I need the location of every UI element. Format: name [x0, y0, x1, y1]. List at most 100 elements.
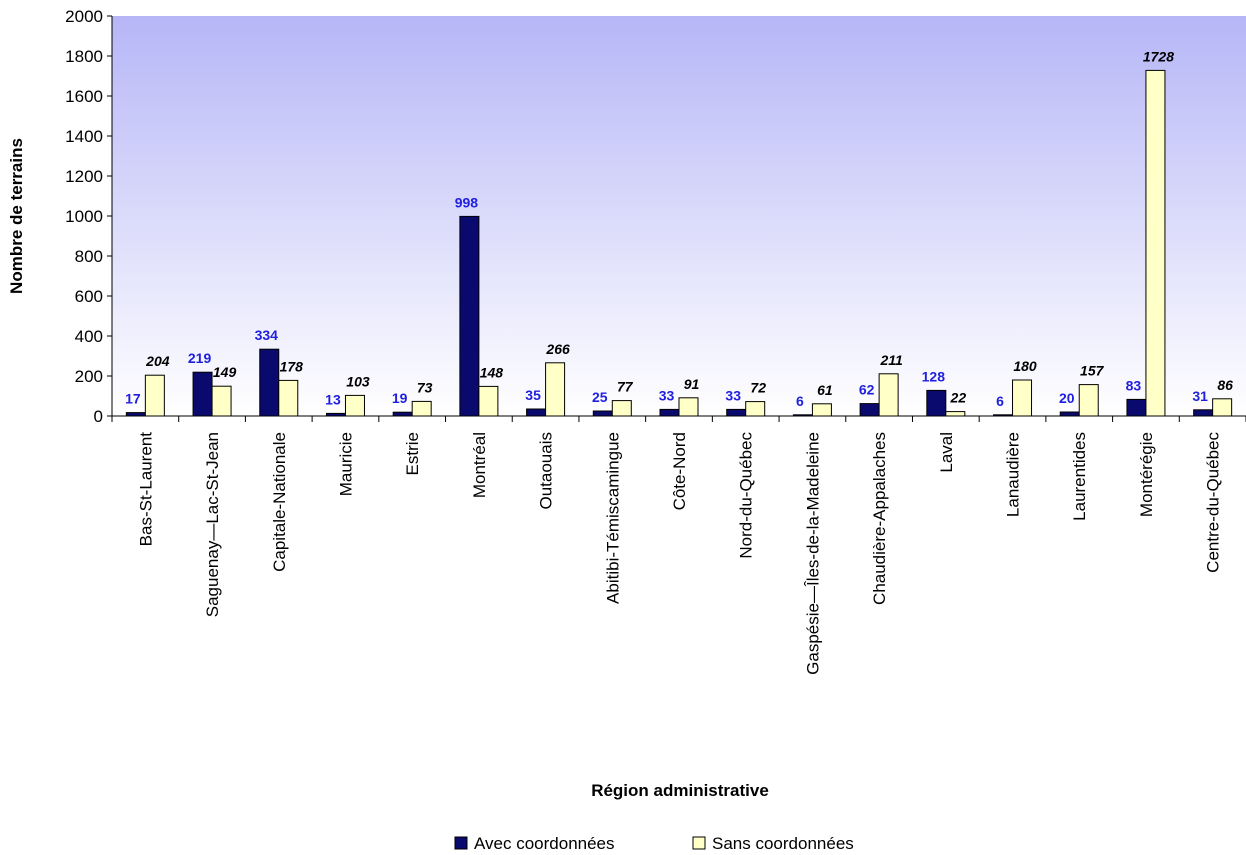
bar-avec [659, 408, 680, 417]
y-tick-label: 1800 [65, 47, 103, 66]
category-label: Bas-St-Laurent [136, 432, 155, 547]
category-label: Centre-du-Québec [1204, 432, 1223, 573]
value-label-sans: 86 [1217, 377, 1233, 393]
category-label: Abitibi-Témiscamingue [603, 432, 622, 604]
bar-avec [592, 410, 613, 417]
legend-label-sans: Sans coordonnées [712, 834, 854, 853]
bar-sans [1212, 398, 1233, 417]
value-label-avec: 128 [922, 368, 946, 384]
y-tick-label: 200 [75, 367, 103, 386]
value-label-sans: 103 [346, 373, 370, 389]
value-label-sans: 1728 [1143, 48, 1174, 64]
bar-sans [678, 397, 699, 417]
category-label: Nord-du-Québec [737, 432, 756, 559]
bar-sans [545, 362, 566, 417]
value-label-sans: 157 [1080, 363, 1105, 379]
bar-sans [1078, 384, 1099, 417]
bar-sans [611, 400, 632, 417]
value-label-avec: 20 [1059, 390, 1075, 406]
value-label-avec: 13 [325, 391, 341, 407]
bar-avec [726, 408, 747, 417]
bar-avec [259, 348, 280, 417]
bar-sans [411, 400, 432, 417]
value-label-avec: 19 [392, 390, 408, 406]
value-label-sans: 61 [817, 382, 833, 398]
value-label-avec: 33 [725, 387, 741, 403]
value-label-avec: 25 [592, 389, 608, 405]
category-label: Capitale-Nationale [270, 432, 289, 572]
value-label-avec: 219 [188, 350, 212, 366]
category-label: Chaudière-Appalaches [870, 432, 889, 605]
category-label: Gaspésie—Îles-de-la-Madeleine [803, 432, 822, 675]
value-label-sans: 149 [213, 364, 237, 380]
bar-avec [459, 215, 480, 417]
value-label-sans: 266 [545, 341, 570, 357]
bar-avec [1193, 409, 1214, 417]
y-tick-label: 400 [75, 327, 103, 346]
bar-avec [192, 371, 213, 417]
bar-sans [811, 403, 832, 417]
category-label: Estrie [403, 432, 422, 475]
value-label-sans: 211 [879, 352, 903, 368]
legend: Avec coordonnées Sans coordonnées [454, 834, 854, 853]
y-tick-label: 600 [75, 287, 103, 306]
value-label-avec: 6 [796, 393, 804, 409]
bar-sans [878, 373, 899, 417]
legend-swatch-avec [454, 836, 468, 850]
category-label: Outaouais [537, 432, 556, 510]
category-label: Lanaudière [1004, 432, 1023, 517]
value-label-sans: 22 [950, 390, 967, 406]
category-label: Saguenay—Lac-St-Jean [203, 432, 222, 617]
category-label: Laval [937, 432, 956, 473]
value-label-avec: 31 [1192, 388, 1208, 404]
value-label-avec: 6 [996, 393, 1004, 409]
bars [125, 69, 1233, 417]
value-label-sans: 204 [145, 353, 170, 369]
value-label-sans: 91 [684, 376, 700, 392]
y-axis-ticks: 0 200 400 600 800 1000 1200 1400 1600 1800 2000 [65, 7, 112, 426]
bar-sans [1012, 379, 1033, 417]
value-label-avec: 83 [1126, 377, 1142, 393]
bar-sans [278, 379, 299, 417]
bar-sans [1145, 69, 1166, 417]
value-label-avec: 17 [125, 391, 141, 407]
bar-avec [526, 408, 547, 417]
category-label: Côte-Nord [670, 432, 689, 510]
category-label: Montréal [470, 432, 489, 498]
value-label-avec: 62 [859, 382, 875, 398]
bar-avec [926, 389, 947, 417]
x-axis-ticks [111, 416, 1246, 422]
bar-sans [211, 385, 232, 417]
bar-avec [1059, 411, 1080, 417]
bar-sans [478, 385, 499, 417]
bar-avec [859, 403, 880, 417]
value-label-sans: 180 [1013, 358, 1037, 374]
value-label-sans: 148 [480, 364, 504, 380]
legend-swatch-sans [692, 836, 706, 850]
y-tick-label: 1600 [65, 87, 103, 106]
value-label-avec: 33 [659, 387, 675, 403]
value-label-sans: 178 [280, 358, 304, 374]
x-axis-title: Région administrative [591, 781, 769, 800]
value-label-sans: 77 [617, 379, 634, 395]
y-tick-label: 1400 [65, 127, 103, 146]
plot-area [112, 16, 1246, 416]
category-label: Mauricie [336, 432, 355, 496]
y-tick-label: 800 [75, 247, 103, 266]
bar-avec [392, 411, 413, 417]
value-label-avec: 334 [255, 327, 279, 343]
bar-sans [745, 401, 766, 417]
bar-avec [1126, 398, 1147, 417]
value-label-sans: 73 [417, 379, 433, 395]
legend-label-avec: Avec coordonnées [474, 834, 615, 853]
category-label: Laurentides [1070, 432, 1089, 521]
y-tick-label: 2000 [65, 7, 103, 26]
bar-sans [144, 374, 165, 417]
value-label-sans: 72 [750, 380, 766, 396]
value-label-avec: 35 [525, 387, 541, 403]
y-tick-label: 0 [94, 407, 103, 426]
value-label-avec: 998 [455, 194, 479, 210]
y-tick-label: 1200 [65, 167, 103, 186]
